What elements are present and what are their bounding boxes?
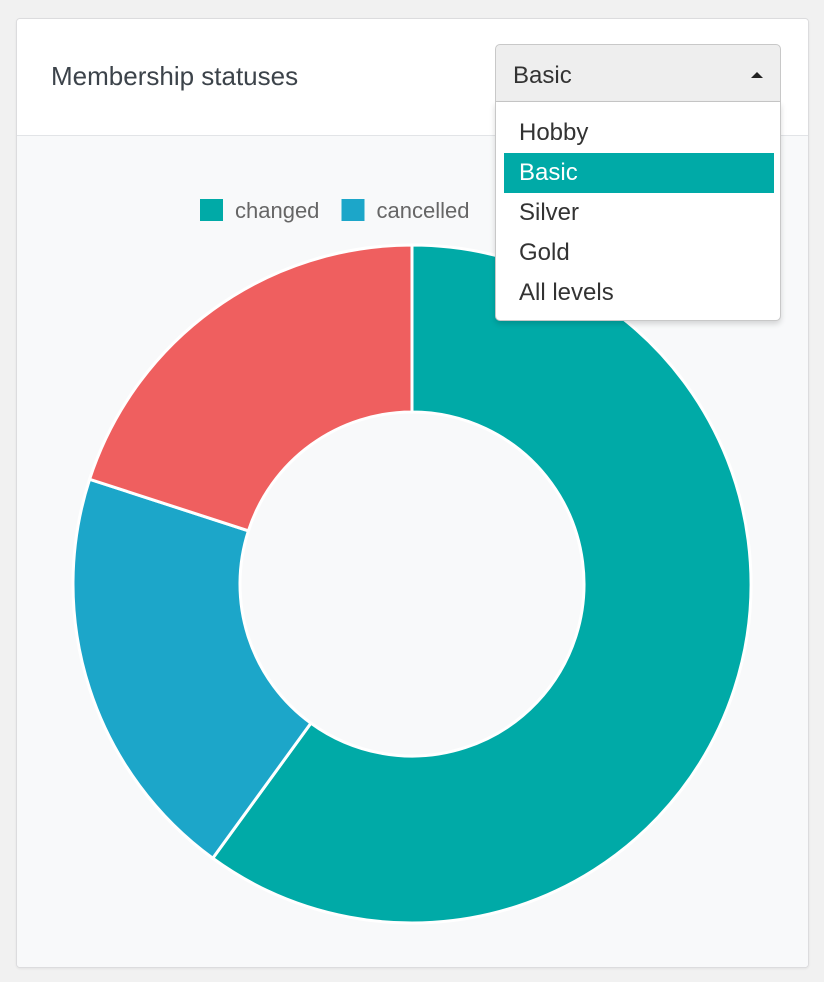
membership-statuses-card: Membership statuses changed cancelled Bas… bbox=[16, 18, 809, 968]
legend-label-changed[interactable]: changed bbox=[235, 198, 319, 223]
legend-swatch-changed[interactable] bbox=[200, 199, 223, 221]
doughnut-chart: changed cancelled bbox=[71, 198, 753, 925]
caret-up-icon bbox=[751, 72, 763, 78]
option-silver[interactable]: Silver bbox=[519, 199, 580, 226]
legend-label-cancelled[interactable]: cancelled bbox=[377, 198, 470, 223]
slice-cancelled[interactable] bbox=[71, 477, 313, 861]
chart-slices bbox=[71, 243, 753, 925]
option-hobby[interactable]: Hobby bbox=[519, 119, 589, 146]
slice-segment-3[interactable] bbox=[87, 243, 414, 533]
level-select[interactable]: Basic bbox=[495, 44, 781, 102]
card-title: Membership statuses bbox=[51, 61, 299, 91]
option-basic[interactable]: Basic bbox=[504, 153, 774, 193]
slice-changed[interactable] bbox=[210, 243, 753, 925]
option-all-levels[interactable]: All levels bbox=[519, 279, 614, 306]
chart-legend: changed cancelled bbox=[200, 198, 469, 223]
level-dropdown-menu: Hobby Basic Silver Gold All levels bbox=[495, 102, 781, 321]
option-gold[interactable]: Gold bbox=[519, 239, 570, 266]
level-select-value: Basic bbox=[513, 62, 572, 89]
legend-swatch-cancelled[interactable] bbox=[341, 199, 365, 221]
